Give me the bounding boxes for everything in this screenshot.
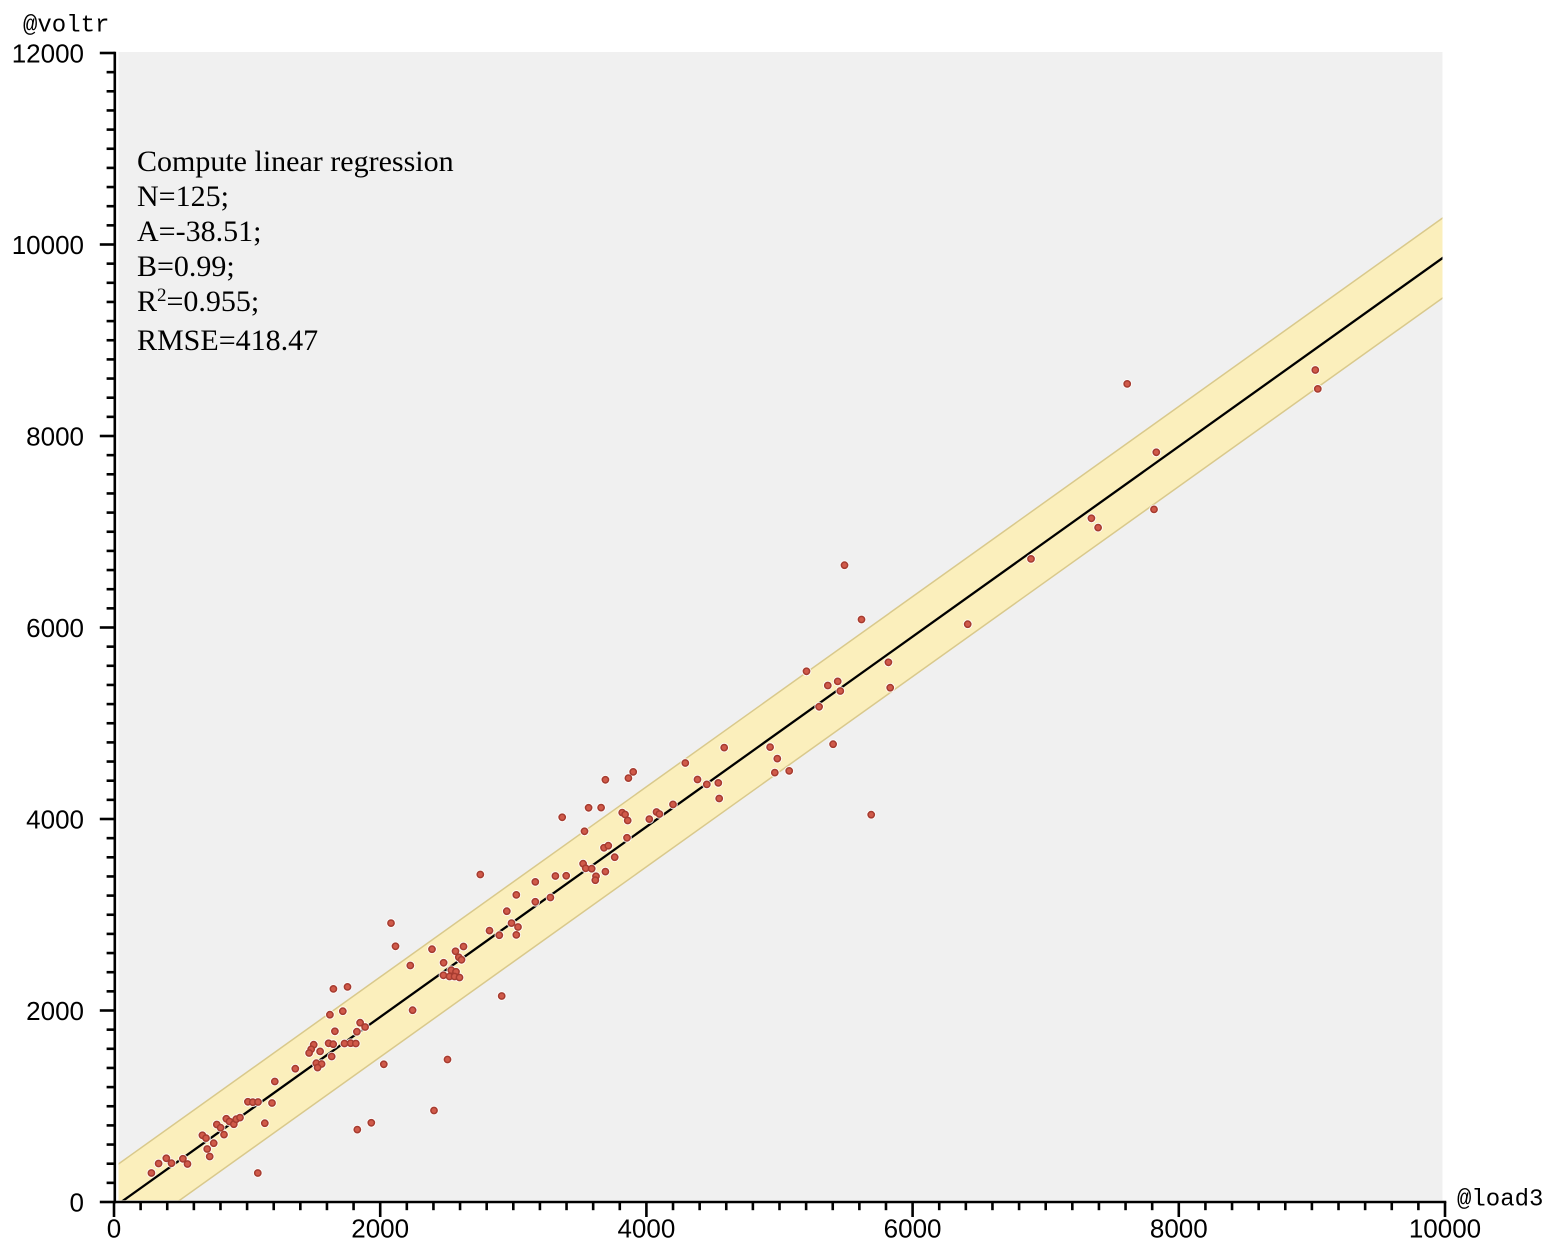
svg-text:2000: 2000 [351,1214,409,1244]
svg-text:6000: 6000 [884,1214,942,1244]
svg-text:@voltr: @voltr [23,13,109,40]
svg-text:@load3: @load3 [1457,1187,1543,1214]
svg-text:12000: 12000 [12,38,84,68]
svg-text:6000: 6000 [26,613,84,643]
svg-text:8000: 8000 [26,421,84,451]
svg-text:10000: 10000 [12,230,84,260]
svg-text:0: 0 [107,1214,121,1244]
svg-text:8000: 8000 [1150,1214,1208,1244]
svg-text:0: 0 [70,1187,84,1217]
svg-text:10000: 10000 [1409,1214,1481,1244]
svg-text:4000: 4000 [26,804,84,834]
svg-text:4000: 4000 [617,1214,675,1244]
svg-text:2000: 2000 [26,996,84,1026]
